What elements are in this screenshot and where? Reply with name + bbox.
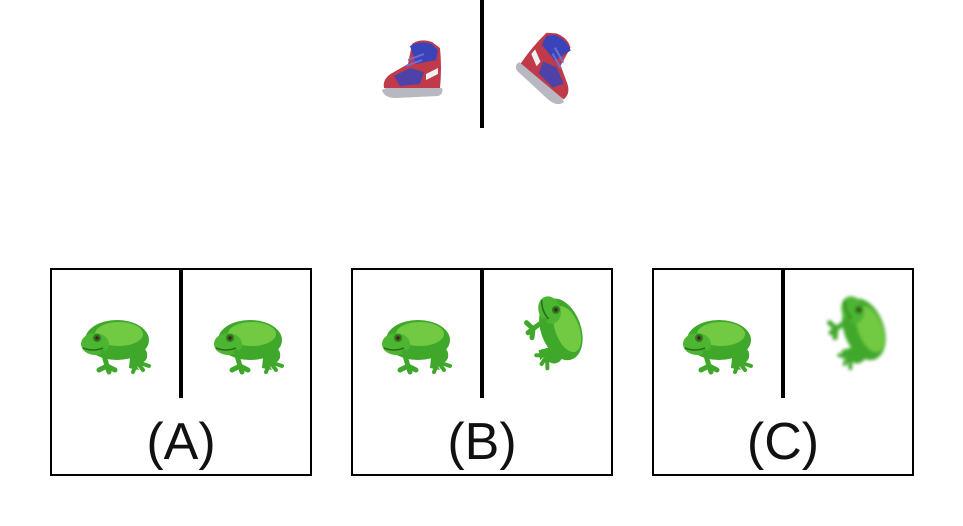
frog-icon (212, 308, 288, 376)
option-b-label: (B) (447, 413, 517, 471)
option-b[interactable]: (B) (351, 268, 613, 476)
option-a[interactable]: (A) (50, 268, 312, 476)
frog-icon (380, 308, 456, 376)
sneaker-icon (511, 24, 597, 110)
option-b-divider (480, 270, 484, 398)
option-c-divider (781, 270, 785, 398)
option-a-label: (A) (146, 413, 216, 471)
frog-icon (79, 308, 155, 376)
frog-icon (824, 292, 900, 368)
option-a-divider (179, 270, 183, 398)
sneaker-icon (381, 39, 444, 99)
frog-icon (681, 308, 757, 376)
example-divider (480, 0, 484, 128)
option-c-label: (C) (746, 413, 820, 471)
option-c[interactable]: (C) (652, 268, 914, 476)
frog-icon (521, 292, 597, 368)
